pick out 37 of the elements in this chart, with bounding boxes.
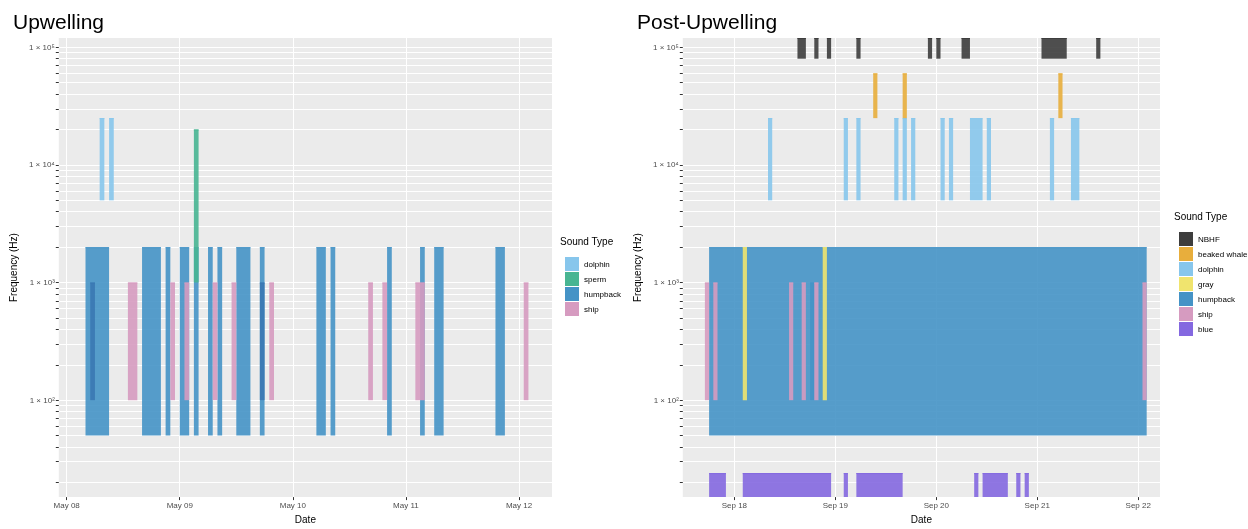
- x-tick-label: May 12: [505, 500, 533, 510]
- x-tick-label: Sep 22: [1125, 500, 1152, 510]
- y-axis-title: Frequency (Hz): [631, 233, 643, 302]
- y-tick-label: 1 × 10²: [29, 395, 56, 405]
- x-axis-title: Date: [910, 513, 933, 525]
- y-tick-label: 1 × 10⁵: [29, 42, 55, 52]
- legend-label: beaked whale: [1198, 249, 1248, 259]
- legend-title: Sound Type: [560, 235, 614, 247]
- y-tick-label: 1 × 10⁴: [28, 160, 56, 170]
- x-tick-label: Sep 21: [1024, 500, 1051, 510]
- legend-label: humpback: [1198, 294, 1236, 304]
- x-tick-label: May 10: [279, 500, 307, 510]
- legend-label: gray: [1198, 279, 1214, 289]
- legend-label: dolphin: [1198, 264, 1224, 274]
- y-axis-title: Frequency (Hz): [7, 233, 19, 302]
- legend-label: ship: [584, 304, 600, 314]
- x-tick-label: May 11: [393, 500, 420, 510]
- y-tick-label: 1 × 10⁵: [653, 42, 679, 52]
- legend-label: NBHF: [1198, 234, 1220, 244]
- y-tick-label: 1 × 10³: [653, 278, 680, 288]
- x-tick-label: May 08: [53, 500, 81, 510]
- legend-label: humpback: [584, 289, 622, 299]
- chart-title: Post-Upwelling: [637, 10, 778, 33]
- y-tick-label: 1 × 10²: [653, 395, 680, 405]
- chart-title: Upwelling: [13, 10, 105, 33]
- legend-label: blue: [1198, 324, 1214, 334]
- legend-label: ship: [1198, 309, 1214, 319]
- legend-title: Sound Type: [1174, 210, 1228, 222]
- x-tick-label: Sep 19: [822, 500, 849, 510]
- y-tick-label: 1 × 10³: [29, 278, 56, 288]
- legend-label: sperm: [584, 274, 607, 284]
- x-tick-label: Sep 18: [721, 500, 748, 510]
- x-axis-title: Date: [294, 513, 317, 525]
- x-tick-label: May 09: [166, 500, 194, 510]
- x-tick-label: Sep 20: [923, 500, 950, 510]
- legend-label: dolphin: [584, 259, 610, 269]
- y-tick-label: 1 × 10⁴: [652, 160, 680, 170]
